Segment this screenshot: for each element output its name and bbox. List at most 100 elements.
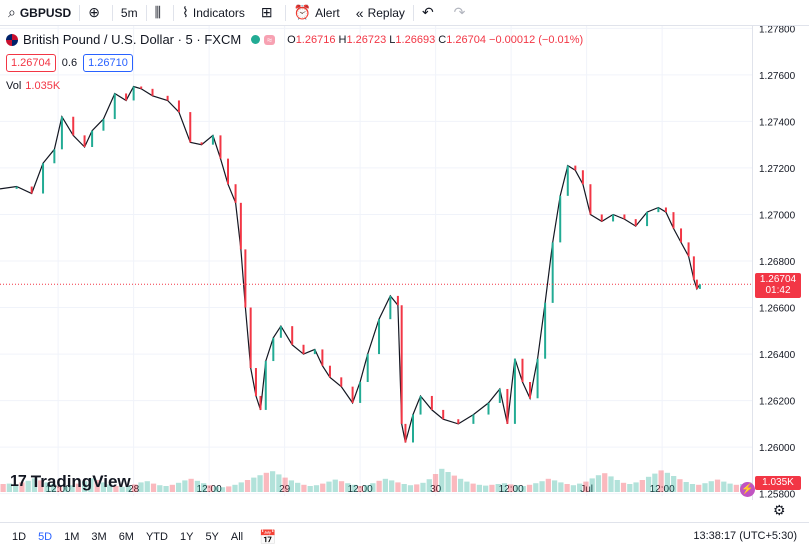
candles-icon: ⫼ <box>154 4 162 20</box>
volume-bar <box>163 486 169 492</box>
y-tick-label: 1.27800 <box>759 26 796 35</box>
undo-icon: ↶ <box>421 4 434 20</box>
replay-button[interactable]: « Replay <box>348 0 413 25</box>
volume-bar <box>658 470 664 492</box>
volume-bar <box>50 484 56 492</box>
range-5d[interactable]: 5D <box>38 531 53 543</box>
volume-bar <box>0 484 6 492</box>
chart-type-button[interactable]: ⫼ <box>147 0 173 25</box>
redo-button[interactable]: ↷ <box>446 0 478 25</box>
volume-bar <box>457 478 464 492</box>
volume-bar <box>31 478 38 492</box>
volume-bar <box>351 484 357 492</box>
redo-icon: ↷ <box>453 4 466 20</box>
volume-bar <box>226 486 232 492</box>
volume-bar <box>345 483 351 492</box>
grid-icon: ⊞ <box>260 4 273 20</box>
price-chart[interactable]: 12:00 28 12:00 29 12:00 30 12:00 Jul 12:00 <box>0 26 752 500</box>
x-tick-label: 29 <box>279 484 291 495</box>
x-tick-label: 28 <box>128 484 140 495</box>
symbol-search-button[interactable]: ⌕ GBPUSD <box>0 0 79 25</box>
volume-bar <box>313 485 320 492</box>
interval-button[interactable]: 5m <box>113 0 146 25</box>
symbol-title: British Pound / U.S. Dollar · 5 · FXCM <box>23 32 242 47</box>
volume-badge: 1.035K <box>755 476 801 490</box>
volume-bar <box>119 486 125 492</box>
x-tick-label: 12:00 <box>197 484 222 495</box>
volume-bar <box>564 484 570 492</box>
volume-bar <box>539 481 545 492</box>
volume-bar <box>307 486 313 492</box>
volume-bar <box>558 482 564 492</box>
gear-icon[interactable]: ⚙ <box>773 502 786 518</box>
calendar-icon[interactable]: 📅 <box>259 528 277 545</box>
volume-bar <box>232 484 238 492</box>
price-axis[interactable]: 1.27800 1.27600 1.27400 1.27200 1.27000 1.268… <box>752 26 809 500</box>
volume-bar <box>113 486 119 492</box>
change-value: −0.00012 (−0.01%) <box>489 33 584 46</box>
volume-bar <box>583 481 589 492</box>
range-selector: 1D 5D 1M 3M 6M YTD 1Y 5Y All <box>0 531 249 543</box>
buy-button[interactable]: 1.26710 <box>83 54 133 72</box>
volume-bar <box>257 475 263 492</box>
volume-bar <box>194 480 201 492</box>
range-1m[interactable]: 1M <box>64 531 80 543</box>
range-6m[interactable]: 6M <box>118 531 134 543</box>
volume-bar <box>721 481 727 492</box>
compare-button[interactable]: ⊕ <box>80 0 112 25</box>
volume-bar <box>69 485 75 492</box>
y-tick-label: 1.27000 <box>759 210 796 221</box>
divider <box>79 4 81 21</box>
volume-bar <box>520 486 526 492</box>
divider <box>173 4 175 21</box>
volume-bar <box>182 480 188 492</box>
lightning-icon[interactable]: ⚡ <box>740 482 755 497</box>
volume-bar <box>470 483 476 492</box>
volume-bar <box>639 480 645 492</box>
range-3m[interactable]: 3M <box>91 531 107 543</box>
range-5y[interactable]: 5Y <box>205 531 219 543</box>
volume-bar <box>288 480 295 492</box>
range-all[interactable]: All <box>230 531 244 543</box>
sell-button[interactable]: 1.26704 <box>6 54 56 72</box>
volume-bar <box>702 483 708 492</box>
volume-bar <box>689 484 696 492</box>
volume-bar <box>451 475 457 492</box>
volume-bar <box>432 474 439 492</box>
indicators-icon: ⌇ <box>182 4 189 20</box>
volume-bar <box>495 484 501 492</box>
range-1y[interactable]: 1Y <box>179 531 194 543</box>
volume-bar <box>376 480 382 492</box>
range-ytd[interactable]: YTD <box>145 531 168 543</box>
volume-bar <box>483 485 489 492</box>
volume-bar <box>363 485 370 492</box>
range-1d[interactable]: 1D <box>12 531 27 543</box>
volume-bar <box>44 482 50 492</box>
undo-button[interactable]: ↶ <box>414 0 446 25</box>
y-tick-label: 1.25800 <box>759 490 796 500</box>
x-tick-label: Jul <box>580 484 593 495</box>
volume-bar <box>714 479 721 492</box>
y-tick-label: 1.26800 <box>759 257 796 268</box>
chart-legend: British Pound / U.S. Dollar · 5 · FXCM ≈… <box>6 32 583 47</box>
volume-bar <box>627 484 633 492</box>
x-tick-label: 12:00 <box>348 484 373 495</box>
volume-bar <box>338 481 345 492</box>
templates-button[interactable]: ⊞ <box>253 0 285 25</box>
ohlc-values: O1.26716 H1.26723 L1.26693 C1.26704 −0.0… <box>287 33 584 46</box>
volume-bar <box>445 472 451 492</box>
volume-bar <box>708 481 714 492</box>
volume-bar <box>81 481 88 492</box>
interval-label: 5m <box>120 5 138 20</box>
y-tick-label: 1.27200 <box>759 164 796 175</box>
market-open-icon <box>251 35 261 44</box>
volume-bar <box>276 474 282 492</box>
alert-button[interactable]: ⏰ Alert <box>286 0 348 25</box>
volume-bar <box>157 485 163 492</box>
bid-ask: 1.26704 0.6 1.26710 <box>6 54 133 72</box>
volume-bar <box>608 476 614 492</box>
indicators-button[interactable]: ⌇ Indicators <box>174 0 253 25</box>
y-tick-label: 1.26600 <box>759 304 796 315</box>
replay-label: Replay <box>367 5 405 20</box>
tv-logo-icon: 17 <box>10 473 27 490</box>
